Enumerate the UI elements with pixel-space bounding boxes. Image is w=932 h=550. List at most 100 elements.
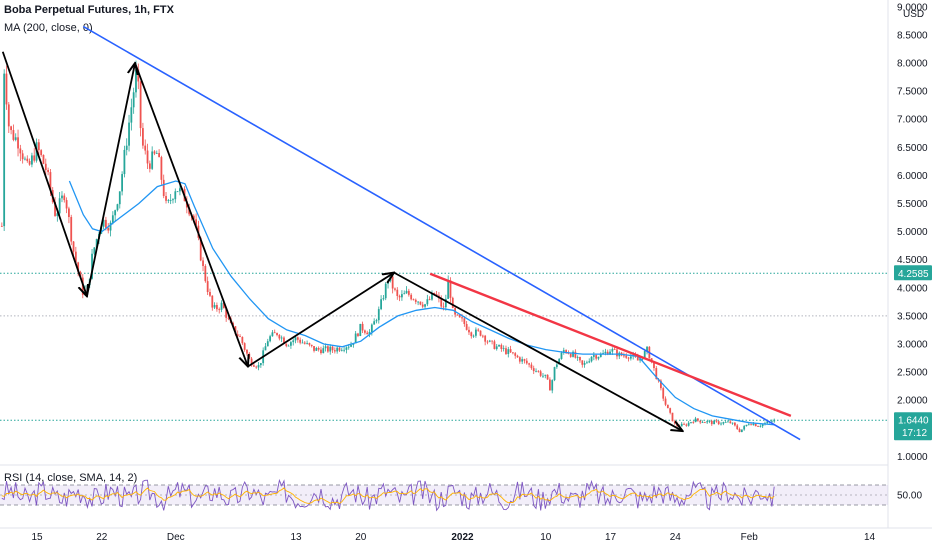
- candle-body: [611, 349, 614, 352]
- candle-body: [752, 423, 755, 426]
- candle-body: [105, 219, 107, 228]
- candle-body: [5, 73, 8, 105]
- candle-body: [278, 335, 281, 339]
- candle-body: [28, 161, 31, 165]
- candle-body: [109, 222, 112, 231]
- candle-body: [63, 195, 66, 201]
- candle-body: [74, 251, 77, 263]
- candle-body: [653, 362, 655, 369]
- candle-body: [176, 191, 179, 193]
- candle-body: [396, 289, 399, 296]
- candle-body: [581, 360, 584, 365]
- candle-body: [155, 153, 158, 154]
- candle-body: [639, 358, 641, 361]
- candle-body: [137, 69, 140, 82]
- time-tick-label: 24: [670, 532, 682, 543]
- rsi-legend: RSI (14, close, SMA, 14, 2): [4, 472, 138, 484]
- candle-body: [518, 357, 521, 362]
- candle-body: [366, 332, 369, 335]
- candle-body: [500, 344, 503, 349]
- price-level-value: 1.6440: [898, 416, 929, 427]
- candle-body: [107, 227, 110, 231]
- candle-body: [745, 424, 748, 427]
- candle-body: [21, 153, 24, 160]
- price-level-tag: [894, 265, 932, 281]
- candle-body: [234, 326, 237, 335]
- candle-body: [697, 418, 699, 421]
- candle-body: [609, 351, 611, 355]
- candle-body: [343, 349, 345, 351]
- ma200-path: [68, 180, 776, 426]
- price-level-tag: [894, 412, 932, 441]
- candle-body: [329, 346, 332, 352]
- price-tick-label: 6.0000: [897, 171, 928, 182]
- candle-body: [470, 332, 473, 337]
- price-tick-label: 1.0000: [897, 452, 928, 463]
- candle-body: [683, 423, 685, 425]
- rsi-sma-line: [1, 487, 775, 505]
- candle-body: [539, 371, 542, 376]
- time-tick-label: 22: [96, 532, 108, 543]
- candle-body: [747, 424, 750, 426]
- time-tick-label: 14: [864, 532, 876, 543]
- candle-body: [576, 357, 579, 358]
- candle-body: [299, 339, 302, 343]
- candle-body: [327, 346, 329, 352]
- time-tick-label: Dec: [167, 532, 185, 543]
- candle-body: [382, 298, 385, 300]
- candle-body: [479, 330, 482, 336]
- price-level-value: 4.2585: [898, 269, 929, 280]
- candle-body: [391, 276, 394, 289]
- ma-legend: MA (200, close, 0): [4, 22, 93, 34]
- candle-body: [95, 239, 98, 248]
- price-axis: 9.0000 8.5000 8.0000 7.5000 7.0000 6.5000 6.00…: [894, 2, 932, 463]
- candle-body: [361, 323, 364, 331]
- candle-body: [701, 422, 704, 424]
- candle-body: [148, 163, 151, 169]
- candle-body: [142, 128, 144, 146]
- candle-body: [761, 424, 764, 427]
- price-tick-label: 4.0000: [897, 283, 928, 294]
- candle-body: [574, 351, 577, 358]
- candle-body: [740, 429, 743, 432]
- candle-body: [248, 353, 251, 359]
- candle-body: [336, 347, 339, 352]
- candle-body: [294, 337, 297, 341]
- rsi-pane: 50.00: [0, 478, 922, 512]
- candle-body: [773, 419, 776, 422]
- candle-body: [206, 281, 209, 292]
- candle-body: [690, 422, 692, 423]
- time-tick-label: 2022: [451, 532, 474, 543]
- candle-body: [493, 341, 496, 350]
- candle-body: [727, 421, 729, 423]
- candle-body: [616, 349, 618, 357]
- candle-body: [643, 351, 646, 359]
- candle-body: [65, 200, 68, 209]
- candle-body: [720, 423, 722, 425]
- candle-body: [754, 423, 757, 427]
- candle-body: [287, 345, 290, 347]
- candle-body: [324, 346, 327, 349]
- candle-body: [731, 422, 734, 424]
- candle-body: [347, 346, 350, 348]
- candle-body: [169, 200, 172, 201]
- candle-body: [33, 155, 36, 161]
- candle-body: [276, 333, 278, 336]
- candle-body: [31, 155, 33, 165]
- candle-body: [375, 320, 378, 322]
- chart-grid: [0, 0, 932, 529]
- candle-body: [451, 297, 454, 308]
- candle-body: [636, 357, 639, 361]
- candle-body: [512, 352, 514, 354]
- candle-body: [710, 421, 713, 425]
- candle-body: [678, 426, 681, 427]
- candle-body: [586, 362, 588, 364]
- candle-body: [151, 151, 154, 169]
- candle-body: [528, 363, 530, 365]
- candle-body: [771, 421, 773, 423]
- candle-body: [669, 408, 672, 413]
- candle-body: [153, 151, 156, 154]
- candle-body: [414, 299, 417, 302]
- candle-body: [505, 348, 507, 355]
